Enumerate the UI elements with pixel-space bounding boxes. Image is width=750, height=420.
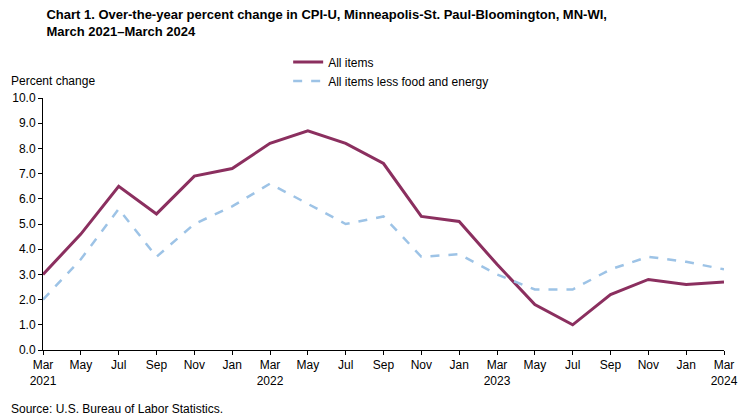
svg-text:Nov: Nov bbox=[184, 358, 205, 372]
svg-text:Mar2022: Mar2022 bbox=[257, 358, 284, 388]
svg-text:Sep: Sep bbox=[373, 358, 395, 372]
svg-text:Nov: Nov bbox=[411, 358, 432, 372]
svg-text:5.0: 5.0 bbox=[19, 217, 36, 231]
svg-text:May: May bbox=[523, 358, 546, 372]
svg-text:All items less food and energy: All items less food and energy bbox=[328, 75, 488, 89]
svg-text:Jul: Jul bbox=[565, 358, 580, 372]
svg-text:Jul: Jul bbox=[111, 358, 126, 372]
svg-text:Nov: Nov bbox=[638, 358, 659, 372]
svg-text:May: May bbox=[69, 358, 92, 372]
svg-text:Jul: Jul bbox=[338, 358, 353, 372]
svg-text:Mar2023: Mar2023 bbox=[484, 358, 511, 388]
svg-text:7.0: 7.0 bbox=[19, 167, 36, 181]
svg-text:10.0: 10.0 bbox=[12, 91, 36, 105]
svg-text:4.0: 4.0 bbox=[19, 242, 36, 256]
svg-text:Chart 1. Over-the-year percent: Chart 1. Over-the-year percent change in… bbox=[46, 7, 607, 39]
svg-text:Jan: Jan bbox=[222, 358, 241, 372]
svg-text:3.0: 3.0 bbox=[19, 268, 36, 282]
svg-text:6.0: 6.0 bbox=[19, 192, 36, 206]
svg-text:All items: All items bbox=[328, 56, 373, 70]
svg-text:Jan: Jan bbox=[449, 358, 468, 372]
svg-text:8.0: 8.0 bbox=[19, 142, 36, 156]
svg-text:Percent change: Percent change bbox=[11, 74, 95, 88]
svg-text:Sep: Sep bbox=[146, 358, 168, 372]
svg-text:2.0: 2.0 bbox=[19, 293, 36, 307]
svg-text:Mar2024: Mar2024 bbox=[711, 358, 738, 388]
svg-text:Sep: Sep bbox=[600, 358, 622, 372]
svg-text:May: May bbox=[296, 358, 319, 372]
svg-text:Source: U.S. Bureau of Labor S: Source: U.S. Bureau of Labor Statistics. bbox=[11, 402, 223, 416]
svg-text:Mar2021: Mar2021 bbox=[30, 358, 57, 388]
svg-text:1.0: 1.0 bbox=[19, 318, 36, 332]
svg-text:Jan: Jan bbox=[676, 358, 695, 372]
svg-text:0.0: 0.0 bbox=[19, 343, 36, 357]
svg-text:9.0: 9.0 bbox=[19, 116, 36, 130]
